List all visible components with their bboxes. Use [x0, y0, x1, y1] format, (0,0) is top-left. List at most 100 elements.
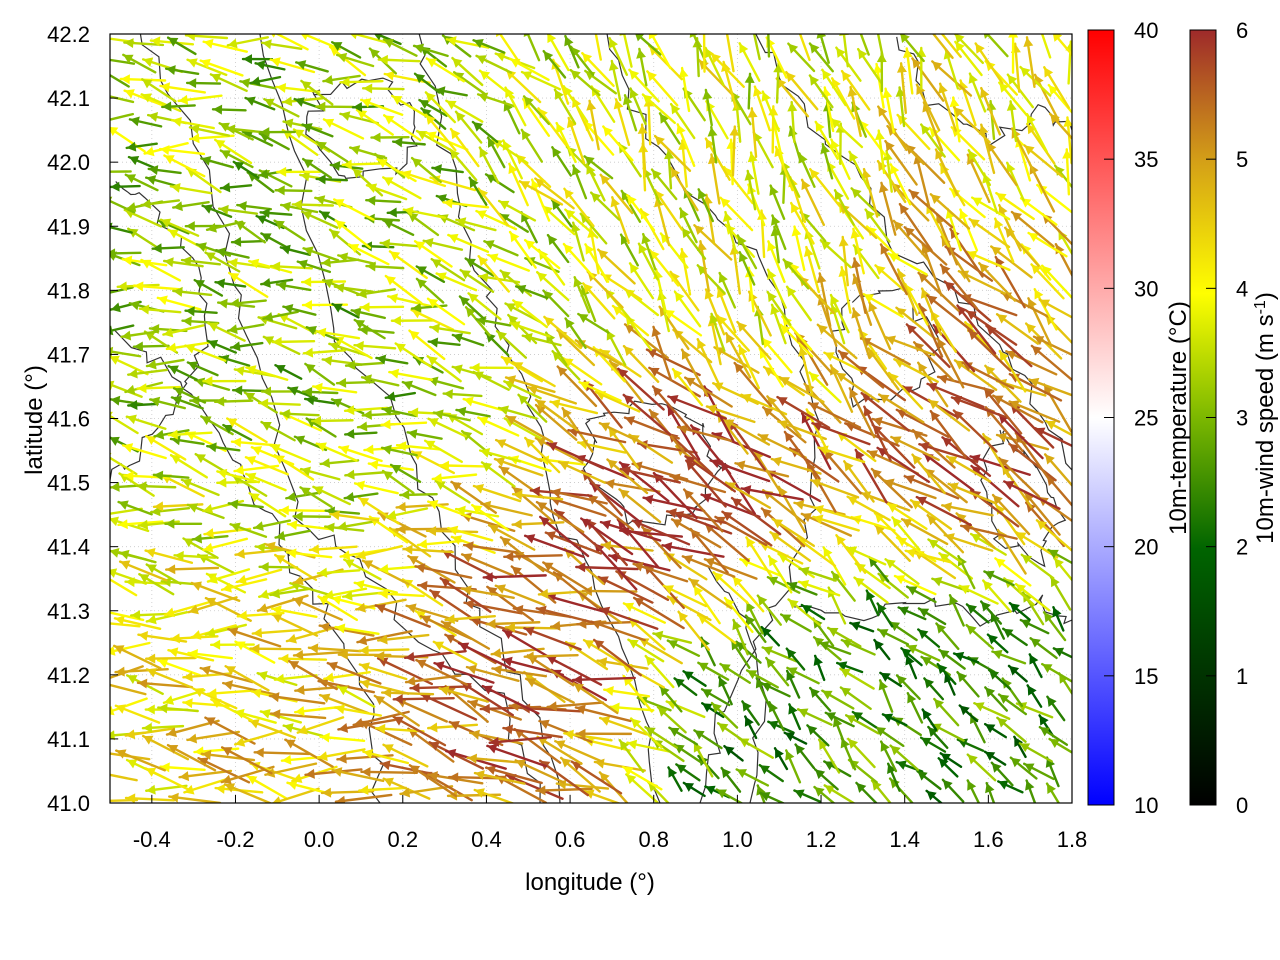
wind-arrow	[385, 507, 429, 520]
wind-arrow	[870, 467, 913, 509]
wind-arrow	[377, 588, 425, 599]
wind-arrow	[159, 82, 206, 94]
wind-arrow	[767, 34, 771, 58]
wind-arrow	[182, 698, 230, 709]
wind-arrow	[771, 517, 815, 547]
wind-arrow	[669, 102, 696, 140]
wind-arrow	[890, 435, 940, 462]
wind-arrow	[145, 358, 185, 370]
wind-arrow	[1008, 400, 1061, 423]
wind-arrow	[785, 70, 819, 111]
wind-arrow	[840, 69, 871, 111]
wind-arrow	[410, 156, 442, 184]
wind-arrow	[1025, 779, 1037, 803]
wind-arrow	[684, 376, 733, 408]
wind-arrow	[760, 507, 806, 548]
wind-arrow	[226, 323, 265, 335]
wind-arrow	[933, 697, 960, 727]
wind-arrows	[110, 34, 1072, 803]
wind-arrow	[974, 42, 1004, 85]
wind-arrow	[915, 495, 972, 527]
wind-arrow	[390, 94, 431, 120]
wind-arrow	[388, 250, 428, 280]
wind-arrow	[259, 709, 303, 724]
wind-arrow	[761, 90, 780, 132]
wind-arrow	[318, 622, 375, 637]
wind-arrow	[1049, 575, 1072, 611]
wind-arrow	[114, 666, 169, 677]
wind-arrow	[1053, 557, 1072, 582]
wind-arrow	[173, 550, 217, 561]
wind-arrow	[204, 251, 241, 273]
wind-arrow	[970, 196, 1011, 221]
wind-arrow	[383, 70, 431, 85]
wind-arrow	[980, 86, 1002, 136]
wind-arrow	[383, 114, 422, 142]
wind-arrow	[235, 568, 283, 585]
wind-arrow	[935, 213, 959, 266]
wind-arrow	[770, 225, 781, 264]
wind-arrow	[710, 701, 739, 729]
wind-arrow	[336, 753, 394, 764]
wind-arrow	[535, 271, 570, 302]
wind-arrow	[279, 201, 319, 214]
wind-arrow	[662, 584, 708, 608]
wind-arrow	[274, 553, 318, 581]
wind-arrow	[460, 681, 514, 717]
wind-arrow	[241, 54, 274, 65]
wind-arrow	[1052, 34, 1072, 57]
wind-arrow	[229, 522, 268, 538]
wind-arrow	[938, 648, 966, 670]
wind-arrow	[820, 142, 834, 180]
wind-arrow	[465, 664, 520, 683]
wind-arrow	[278, 505, 326, 516]
wind-arrow	[724, 481, 772, 509]
wind-arrow	[705, 404, 756, 424]
wind-arrow	[617, 367, 665, 411]
wind-arrow	[415, 129, 454, 153]
wind-arrow	[520, 128, 544, 163]
wind-arrow	[653, 134, 692, 172]
y-tick-label: 42.2	[47, 22, 90, 47]
wind-arrow	[846, 495, 891, 522]
wind-arrow	[380, 444, 418, 457]
wind-arrow	[940, 34, 962, 58]
wind-arrow	[339, 111, 380, 125]
wind-arrow	[926, 294, 974, 333]
wind-arrow	[817, 738, 841, 774]
wind-arrow	[316, 748, 366, 762]
wind-arrow	[766, 290, 792, 326]
wind-arrow	[320, 257, 360, 268]
wind-arrow	[475, 209, 518, 231]
wind-arrow	[202, 537, 249, 553]
wind-arrow	[927, 538, 963, 564]
wind-arrow	[250, 446, 295, 466]
wind-arrow	[911, 57, 945, 102]
wind-arrow	[921, 243, 943, 297]
x-tick-label: 1.8	[1057, 827, 1088, 852]
wind-arrow	[822, 449, 862, 495]
wind-arrow	[983, 387, 1023, 435]
y-tick-label: 42.1	[47, 86, 90, 111]
wind-arrow	[110, 697, 148, 716]
wind-arrow	[756, 594, 782, 626]
colorbar-tick-label: 1	[1236, 664, 1248, 689]
wind-arrow	[140, 93, 182, 113]
wind-arrow	[311, 382, 358, 394]
wind-arrow	[645, 348, 701, 377]
wind-arrow	[1043, 453, 1072, 488]
wind-arrow	[783, 430, 821, 480]
wind-arrow	[449, 127, 480, 168]
wind-arrow	[209, 639, 255, 650]
wind-arrow	[287, 659, 338, 691]
wind-arrow	[849, 621, 875, 633]
wind-arrow	[388, 368, 434, 382]
wind-arrow	[534, 403, 578, 441]
wind-arrow	[873, 62, 885, 109]
y-tick-label: 41.9	[47, 214, 90, 239]
wind-arrow	[564, 208, 599, 239]
wind-arrow	[929, 193, 971, 230]
wind-arrow	[117, 500, 153, 516]
wind-arrow	[358, 662, 408, 681]
wind-arrow	[1020, 553, 1055, 580]
